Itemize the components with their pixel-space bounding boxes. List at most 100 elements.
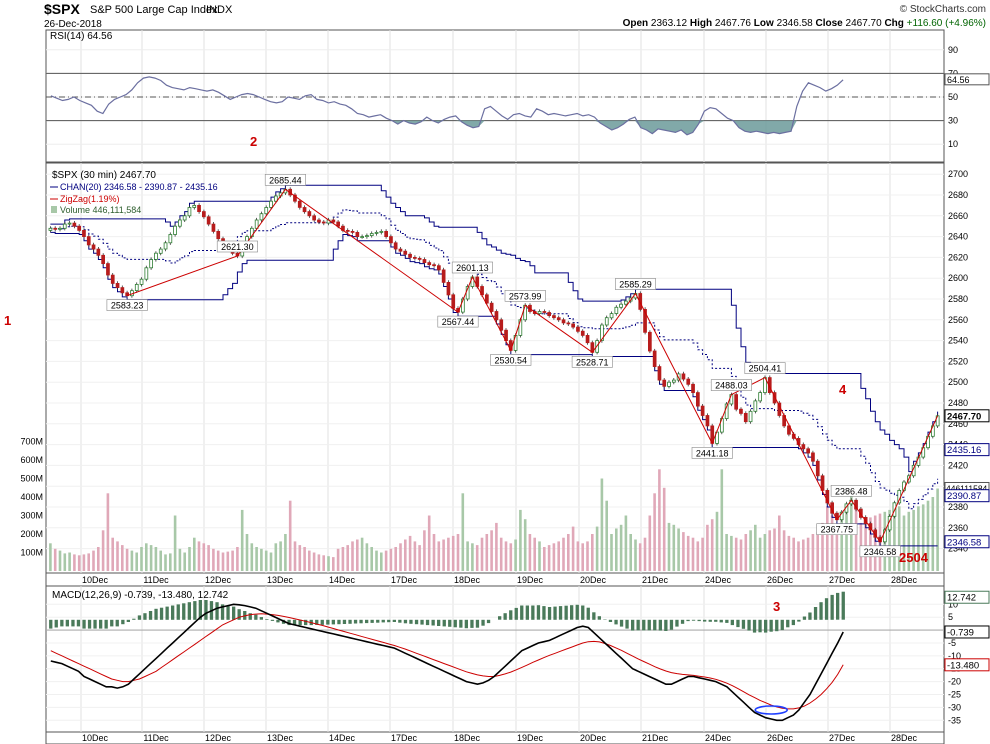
macd-histogram-bar: [232, 606, 236, 620]
candle: [700, 405, 705, 416]
exchange: INDX: [206, 4, 233, 16]
candle: [154, 252, 158, 260]
volume-bar: [509, 543, 513, 572]
macd-histogram-bar: [741, 619, 746, 629]
volume-tick-label: 600M: [20, 455, 43, 465]
zigzag-label: 2601.13: [456, 263, 489, 273]
candle: [110, 274, 115, 284]
candle: [62, 223, 67, 229]
candle: [91, 244, 96, 250]
volume-bar: [806, 537, 810, 571]
candle: [484, 294, 489, 304]
macd-histogram-bar: [758, 619, 762, 633]
volume-bar: [811, 534, 815, 571]
volume-bar: [499, 537, 503, 571]
candle: [604, 317, 609, 326]
macd-histogram-bar: [414, 619, 419, 625]
volume-bar: [758, 537, 762, 571]
candle: [273, 195, 278, 202]
price-tick-label: 2680: [948, 190, 968, 200]
price-last-label: 2467.70: [947, 411, 981, 422]
macd-histogram-bar: [76, 619, 81, 627]
macd-histogram-bar: [780, 619, 784, 631]
volume-bar: [159, 550, 162, 571]
candle: [600, 324, 604, 342]
volume-bar: [830, 515, 834, 571]
volume-bar: [456, 534, 460, 571]
volume-bar: [264, 550, 268, 571]
candle: [652, 350, 657, 368]
macd-histogram-bar: [425, 619, 430, 626]
volume-bar: [495, 522, 498, 571]
price-tick-label: 2460: [948, 419, 968, 429]
volume-bar: [82, 554, 86, 571]
macd-histogram-bar: [126, 619, 130, 622]
volume-bar: [58, 550, 62, 571]
candle: [417, 257, 422, 260]
macd-histogram-bar: [359, 619, 363, 624]
candle: [643, 308, 647, 333]
candle: [393, 242, 398, 250]
macd-histogram-bar: [248, 613, 252, 620]
macd-histogram-bar: [121, 619, 125, 625]
volume-bar: [523, 519, 527, 571]
volume-bar: [638, 543, 642, 572]
candle: [120, 287, 125, 294]
macd-histogram-bar: [93, 619, 97, 629]
volume-bar: [744, 534, 748, 571]
volume-bar: [778, 515, 781, 571]
volume-bar: [710, 519, 714, 571]
macd-histogram-bar: [165, 606, 169, 620]
macd-line: [50, 603, 844, 722]
crossover-marker: [754, 705, 789, 715]
symbol: $SPX: [44, 1, 80, 17]
volume-bar: [931, 497, 935, 571]
zigzag-label: 2528.71: [576, 357, 609, 367]
macd-tick-label: -30: [948, 702, 961, 712]
volume-bar: [528, 534, 532, 571]
volume-bar: [389, 548, 393, 571]
candle: [331, 219, 336, 223]
volume-bar: [725, 534, 728, 571]
volume-bar: [240, 509, 244, 571]
macd-histogram-bar: [509, 610, 513, 620]
volume-bar: [418, 545, 421, 571]
macd-histogram-bar: [54, 619, 58, 628]
price-tick-label: 2620: [948, 252, 968, 262]
price-last-box: [944, 489, 990, 503]
volume-bar: [672, 524, 676, 572]
candle: [552, 315, 556, 319]
candle: [585, 334, 590, 344]
rsi-tick-label: 50: [948, 92, 958, 102]
volume-bar: [154, 547, 158, 571]
macd-histogram-bar: [558, 606, 563, 620]
macd-histogram-bar: [664, 619, 668, 631]
volume-bar: [921, 504, 925, 571]
volume-bar: [547, 545, 551, 571]
volume-bar: [782, 530, 786, 571]
volume-bar: [260, 548, 263, 571]
zigzag-label-box: [216, 240, 258, 253]
candle: [657, 366, 662, 381]
macd-histogram-bar: [254, 614, 258, 620]
candle: [197, 204, 201, 212]
volume-bar: [552, 543, 556, 572]
macd-tick-label: 5: [948, 612, 953, 622]
macd-tick-label: -25: [948, 690, 961, 700]
candle: [101, 254, 105, 265]
macd-histogram-bar: [808, 612, 812, 620]
candle: [772, 392, 777, 404]
macd-histogram-bar: [442, 619, 446, 627]
macd-histogram-bar: [802, 616, 807, 620]
zigzag-label: 2386.48: [835, 486, 868, 496]
rsi-tick-label: 10: [948, 139, 958, 149]
zigzag-label: 2504.41: [749, 364, 782, 374]
candle: [269, 200, 273, 208]
macd-histogram-bar: [564, 605, 568, 620]
candle: [389, 236, 393, 244]
candle: [494, 311, 499, 321]
candle: [566, 322, 571, 325]
candle: [134, 283, 139, 291]
macd-histogram-bar: [453, 619, 457, 628]
volume-bar: [284, 534, 287, 571]
